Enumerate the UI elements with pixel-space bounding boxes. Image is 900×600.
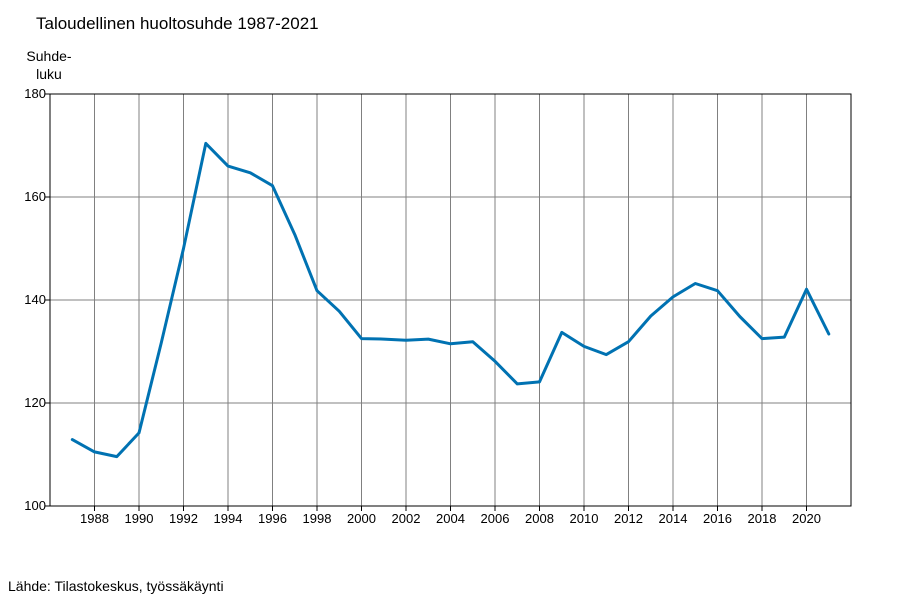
chart-title: Taloudellinen huoltosuhde 1987-2021 bbox=[36, 14, 319, 33]
y-tick-label: 140 bbox=[24, 292, 46, 307]
x-tick-label: 2020 bbox=[792, 511, 821, 526]
y-axis-unit-line-2: luku bbox=[36, 66, 62, 82]
y-tick-label: 120 bbox=[24, 395, 46, 410]
x-tick-label: 1994 bbox=[214, 511, 243, 526]
y-axis: 100 120 140 160 180 bbox=[24, 86, 50, 513]
x-tick-label: 2006 bbox=[481, 511, 510, 526]
y-tick-label: 100 bbox=[24, 498, 46, 513]
x-tick-label: 2000 bbox=[347, 511, 376, 526]
series-line bbox=[70, 141, 831, 459]
x-tick-label: 2016 bbox=[703, 511, 732, 526]
x-tick-label: 2010 bbox=[570, 511, 599, 526]
x-tick-label: 2008 bbox=[525, 511, 554, 526]
x-tick-label: 2004 bbox=[436, 511, 465, 526]
x-tick-label: 2018 bbox=[748, 511, 777, 526]
x-tick-label: 2014 bbox=[659, 511, 688, 526]
plot-frame bbox=[49, 93, 852, 507]
y-tick-label: 160 bbox=[24, 189, 46, 204]
source-note: Lähde: Tilastokeskus, työssäkäynti bbox=[8, 578, 224, 594]
x-tick-label: 1998 bbox=[303, 511, 332, 526]
x-tick-label: 1990 bbox=[125, 511, 154, 526]
x-axis: 1988 1990 1992 1994 1996 1998 2000 2002 2004 2006… bbox=[80, 506, 821, 526]
x-tick-label: 1988 bbox=[80, 511, 109, 526]
x-tick-label: 1996 bbox=[258, 511, 287, 526]
x-tick-label: 2012 bbox=[614, 511, 643, 526]
series-group bbox=[70, 141, 831, 459]
x-tick-label: 2002 bbox=[392, 511, 421, 526]
y-axis-unit-line-1: Suhde- bbox=[26, 48, 72, 64]
y-axis-unit-label: Suhde- luku bbox=[18, 47, 80, 83]
x-tick-label: 1992 bbox=[169, 511, 198, 526]
y-tick-label: 180 bbox=[24, 86, 46, 101]
